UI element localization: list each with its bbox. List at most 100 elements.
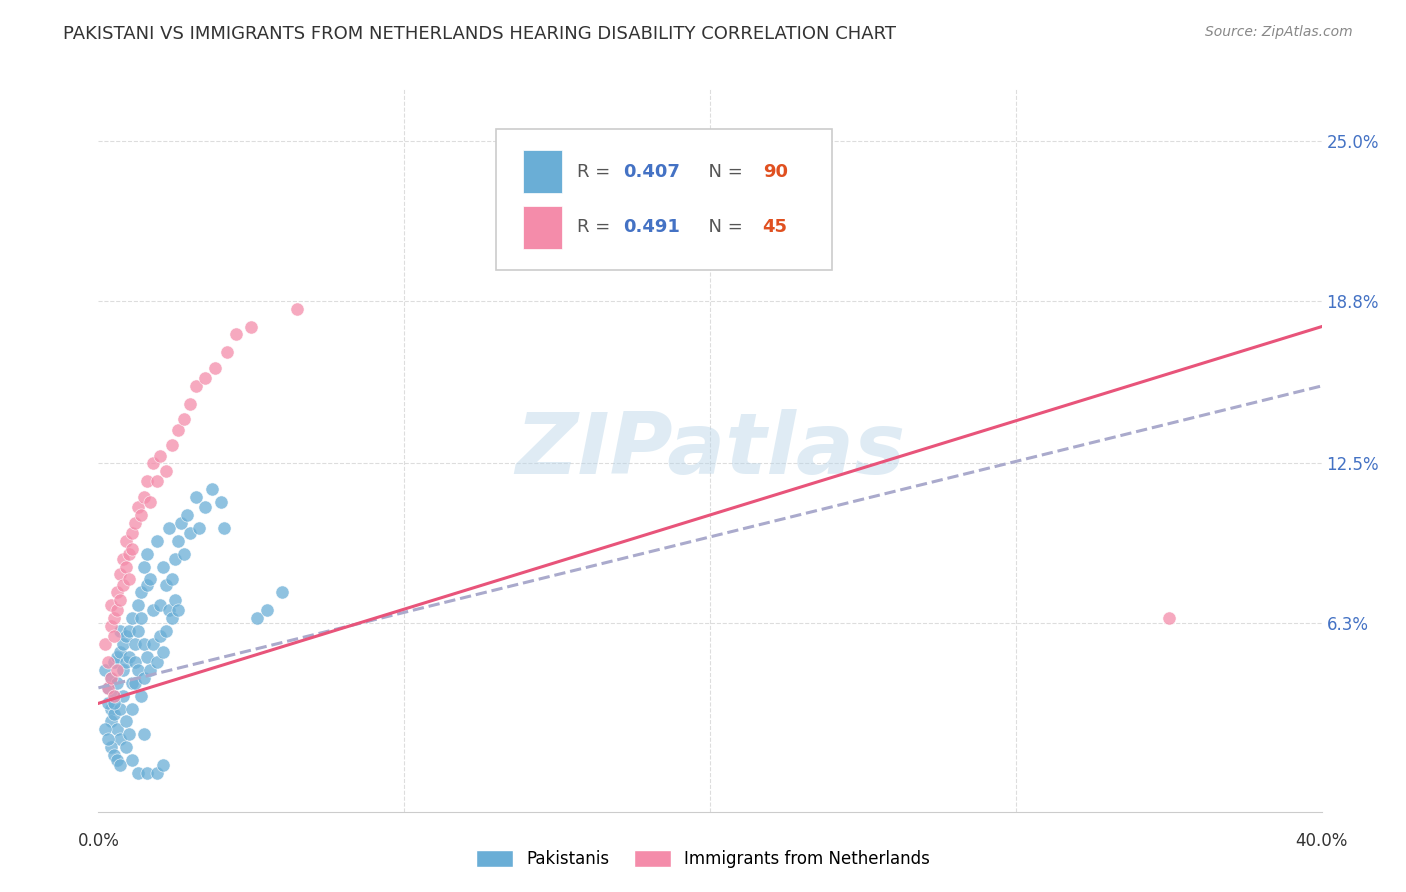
Text: 0.407: 0.407	[623, 162, 681, 180]
Point	[134, 637, 156, 651]
Point	[212, 521, 235, 535]
Point	[157, 521, 180, 535]
Point	[1157, 611, 1180, 625]
Point	[209, 495, 232, 509]
Point	[142, 603, 165, 617]
Point	[173, 412, 195, 426]
Text: ZIPatlas: ZIPatlas	[515, 409, 905, 492]
Point	[152, 559, 174, 574]
Point	[115, 655, 138, 669]
Point	[100, 701, 122, 715]
Point	[121, 541, 143, 556]
Point	[152, 758, 174, 772]
Text: N =: N =	[696, 219, 748, 236]
Text: PAKISTANI VS IMMIGRANTS FROM NETHERLANDS HEARING DISABILITY CORRELATION CHART: PAKISTANI VS IMMIGRANTS FROM NETHERLANDS…	[63, 25, 896, 43]
Point	[576, 237, 599, 252]
Point	[194, 371, 217, 385]
Point	[176, 508, 198, 522]
Point	[103, 629, 125, 643]
Text: Source: ZipAtlas.com: Source: ZipAtlas.com	[1205, 25, 1353, 39]
Point	[240, 319, 263, 334]
Point	[127, 663, 149, 677]
Point	[136, 649, 159, 664]
Point	[173, 547, 195, 561]
Point	[121, 675, 143, 690]
Point	[111, 663, 134, 677]
Point	[246, 611, 269, 625]
Point	[186, 379, 208, 393]
Point	[124, 655, 146, 669]
Point	[115, 629, 138, 643]
Point	[163, 551, 186, 566]
Point	[155, 624, 177, 639]
Point	[139, 573, 162, 587]
Point	[127, 500, 149, 515]
Point	[97, 681, 120, 695]
Point	[256, 603, 278, 617]
Point	[270, 585, 294, 599]
Point	[103, 689, 125, 703]
Point	[179, 526, 201, 541]
Point	[103, 697, 125, 711]
Point	[108, 701, 131, 715]
Point	[118, 649, 141, 664]
Point	[149, 629, 172, 643]
Point	[93, 663, 115, 677]
Point	[100, 671, 122, 685]
Point	[188, 521, 211, 535]
Point	[225, 327, 247, 342]
Point	[134, 727, 156, 741]
Point	[157, 603, 180, 617]
Point	[121, 701, 143, 715]
Point	[129, 689, 152, 703]
Point	[93, 722, 115, 736]
Point	[127, 599, 149, 613]
Point	[103, 747, 125, 762]
Point	[115, 559, 138, 574]
Point	[124, 637, 146, 651]
Point	[105, 753, 128, 767]
Point	[142, 456, 165, 470]
Point	[142, 637, 165, 651]
Point	[127, 624, 149, 639]
Point	[136, 475, 159, 489]
Point	[200, 482, 222, 496]
Point	[179, 397, 201, 411]
Point	[121, 526, 143, 541]
Point	[103, 611, 125, 625]
Point	[129, 611, 152, 625]
Point	[108, 732, 131, 747]
Point	[155, 577, 177, 591]
Text: R =: R =	[576, 219, 616, 236]
Point	[129, 585, 152, 599]
Point	[121, 611, 143, 625]
Point	[160, 611, 183, 625]
Point	[118, 727, 141, 741]
Point	[127, 766, 149, 780]
Point	[108, 645, 131, 659]
Point	[121, 753, 143, 767]
Point	[149, 599, 172, 613]
Point	[103, 706, 125, 721]
Point	[134, 671, 156, 685]
Point	[118, 547, 141, 561]
Point	[145, 475, 167, 489]
Point	[145, 766, 167, 780]
Text: 40.0%: 40.0%	[1295, 832, 1348, 850]
Point	[139, 663, 162, 677]
Point	[139, 495, 162, 509]
Point	[108, 567, 131, 582]
Point	[115, 740, 138, 755]
Point	[100, 714, 122, 729]
Point	[134, 490, 156, 504]
Point	[118, 573, 141, 587]
Point	[100, 599, 122, 613]
Point	[163, 593, 186, 607]
Point	[105, 649, 128, 664]
Point	[160, 573, 183, 587]
Point	[103, 689, 125, 703]
Text: R =: R =	[576, 162, 616, 180]
Text: 0.0%: 0.0%	[77, 832, 120, 850]
Point	[115, 533, 138, 548]
Point	[215, 345, 238, 359]
